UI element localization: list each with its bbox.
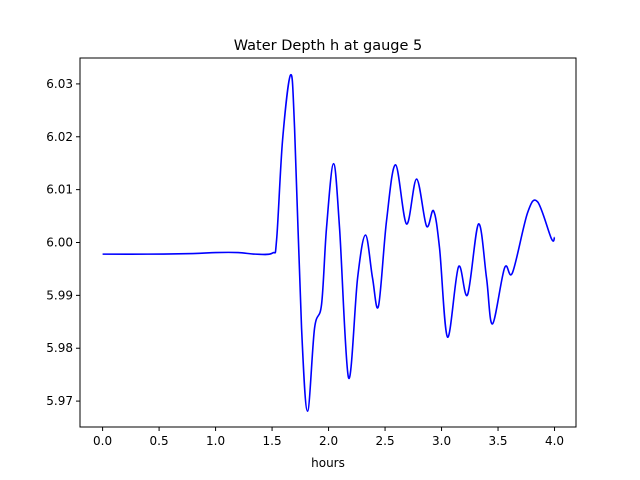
- x-tick-label: 3.5: [488, 434, 507, 448]
- x-tick-label: 2.5: [376, 434, 395, 448]
- y-tick-label: 6.01: [46, 183, 73, 197]
- axes-frame: [79, 57, 577, 428]
- x-tick-label: 0.0: [93, 434, 112, 448]
- y-tick-label: 6.00: [46, 236, 73, 250]
- x-tick-label: 1.0: [206, 434, 225, 448]
- y-tick-label: 6.03: [46, 77, 73, 91]
- series-line-h: [102, 74, 556, 412]
- x-tick-label: 3.0: [432, 434, 451, 448]
- y-tick-label: 6.02: [46, 130, 73, 144]
- x-tick-label: 4.0: [545, 434, 564, 448]
- x-tick-label: 2.0: [319, 434, 338, 448]
- y-tick-label: 5.97: [46, 394, 73, 408]
- x-tick-label: 0.5: [150, 434, 169, 448]
- chart-title: Water Depth h at gauge 5: [234, 38, 422, 54]
- y-tick-label: 5.99: [46, 288, 73, 302]
- x-axis-label: hours: [311, 456, 345, 470]
- y-tick-label: 5.98: [46, 341, 73, 355]
- x-tick-label: 1.5: [263, 434, 282, 448]
